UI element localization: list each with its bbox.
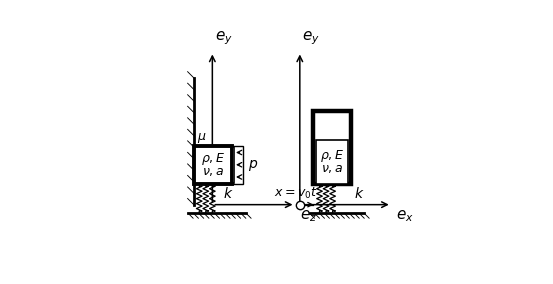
Text: $\nu, a$: $\nu, a$	[321, 162, 343, 175]
Bar	[232, 147, 234, 183]
Text: $\rho, E$: $\rho, E$	[201, 151, 225, 167]
Text: $p$: $p$	[248, 158, 259, 173]
Text: $e_z$: $e_z$	[300, 208, 317, 224]
Text: $\nu, a$: $\nu, a$	[202, 165, 224, 178]
Bar	[313, 110, 351, 184]
Text: $k$: $k$	[223, 186, 234, 201]
Text: $e_y$: $e_y$	[302, 30, 320, 47]
Text: $x = v_0 t$: $x = v_0 t$	[274, 186, 317, 201]
Text: $e_y$: $e_y$	[215, 30, 233, 47]
Text: $k$: $k$	[354, 186, 365, 201]
Text: $\rho, E$: $\rho, E$	[320, 148, 344, 164]
Bar	[232, 146, 243, 184]
Bar	[194, 146, 232, 184]
Text: $e_x$: $e_x$	[396, 208, 414, 224]
Text: $\mu$: $\mu$	[197, 131, 207, 145]
Bar	[316, 140, 348, 184]
